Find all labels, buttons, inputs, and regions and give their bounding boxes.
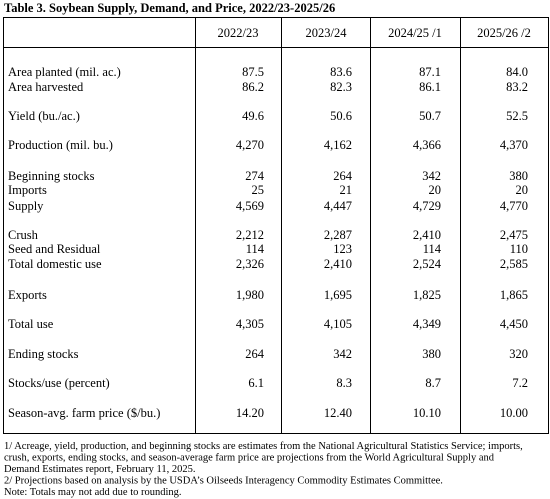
cell: 4,447 [324,199,352,213]
row-label: Imports [8,183,47,197]
cell: 49.6 [242,109,264,123]
cell: 4,450 [500,317,528,331]
column-header: 2023/24 [306,26,348,40]
row-label: Seed and Residual [8,242,101,256]
cell: 4,770 [500,199,528,213]
cell: 342 [422,169,441,183]
cell: 123 [333,242,352,256]
cell: 380 [509,169,528,183]
cell: 25 [252,183,265,197]
cell: 87.1 [419,65,441,79]
row-label: Crush [8,228,39,242]
row-label: Season-avg. farm price ($/bu.) [8,406,160,420]
row-label: Total domestic use [8,257,102,271]
cell: 2,212 [236,228,264,242]
cell: 2,524 [413,257,442,271]
cell: 2,287 [324,228,352,242]
cell: 4,270 [236,138,264,152]
cell: 10.00 [500,406,528,420]
cell: 82.3 [330,80,352,94]
cell: 2,326 [236,257,264,271]
row-label: Supply [8,199,44,213]
cell: 4,569 [236,199,264,213]
cell: 84.0 [506,65,528,79]
cell: 1,695 [324,288,352,302]
cell: 114 [246,242,265,256]
cell: 264 [245,347,265,361]
footnote: 2/ Projections based on analysis by the … [4,476,443,487]
cell: 110 [510,242,528,256]
footnote: 1/ Acreage, yield, production, and begin… [4,441,523,452]
cell: 320 [509,347,528,361]
cell: 10.10 [413,406,441,420]
cell: 87.5 [242,65,264,79]
cell: 20 [516,183,529,197]
row-label: Yield (bu./ac.) [8,109,80,123]
cell: 12.40 [324,406,352,420]
row-label: Area planted (mil. ac.) [8,65,121,79]
row-label: Production (mil. bu.) [8,138,113,152]
cell: 8.3 [336,376,352,390]
cell: 4,162 [324,138,352,152]
column-header: 2022/23 [218,26,259,40]
cell: 52.5 [506,109,528,123]
row-label: Beginning stocks [8,169,95,183]
cell: 14.20 [236,406,264,420]
table-border [3,17,549,434]
cell: 21 [340,183,353,197]
cell: 50.6 [330,109,352,123]
cell: 4,370 [500,138,528,152]
cell: 264 [333,169,353,183]
column-header: 2025/26 /2 [477,26,531,40]
cell: 86.2 [242,80,264,94]
cell: 342 [333,347,352,361]
cell: 1,865 [500,288,528,302]
table-title: Table 3. Soybean Supply, Demand, and Pri… [4,1,335,15]
cell: 4,105 [324,317,352,331]
cell: 4,729 [413,199,441,213]
cell: 4,349 [413,317,441,331]
cell: 6.1 [248,376,264,390]
cell: 380 [422,347,441,361]
cell: 86.1 [419,80,441,94]
cell: 1,980 [236,288,264,302]
cell: 114 [423,242,442,256]
cell: 4,366 [413,138,441,152]
cell: 1,825 [413,288,441,302]
cell: 2,410 [324,257,352,271]
cell: 20 [429,183,442,197]
cell: 274 [245,169,265,183]
row-label: Total use [8,317,54,331]
footnote: crush, exports, ending stocks, and seaso… [4,453,495,464]
cell: 2,475 [500,228,528,242]
row-label: Area harvested [8,80,84,94]
row-label: Stocks/use (percent) [8,376,110,390]
cell: 2,410 [413,228,441,242]
cell: 50.7 [419,109,441,123]
footnote: Demand Estimates report, February 11, 20… [4,464,195,475]
footnote: Note: Totals may not add due to rounding… [4,487,182,498]
cell: 7.2 [512,376,528,390]
cell: 83.2 [506,80,528,94]
row-label: Ending stocks [8,347,79,361]
cell: 83.6 [330,65,352,79]
cell: 4,305 [236,317,264,331]
cell: 2,585 [500,257,528,271]
column-header: 2024/25 /1 [388,26,442,40]
cell: 8.7 [425,376,441,390]
row-label: Exports [8,288,47,302]
